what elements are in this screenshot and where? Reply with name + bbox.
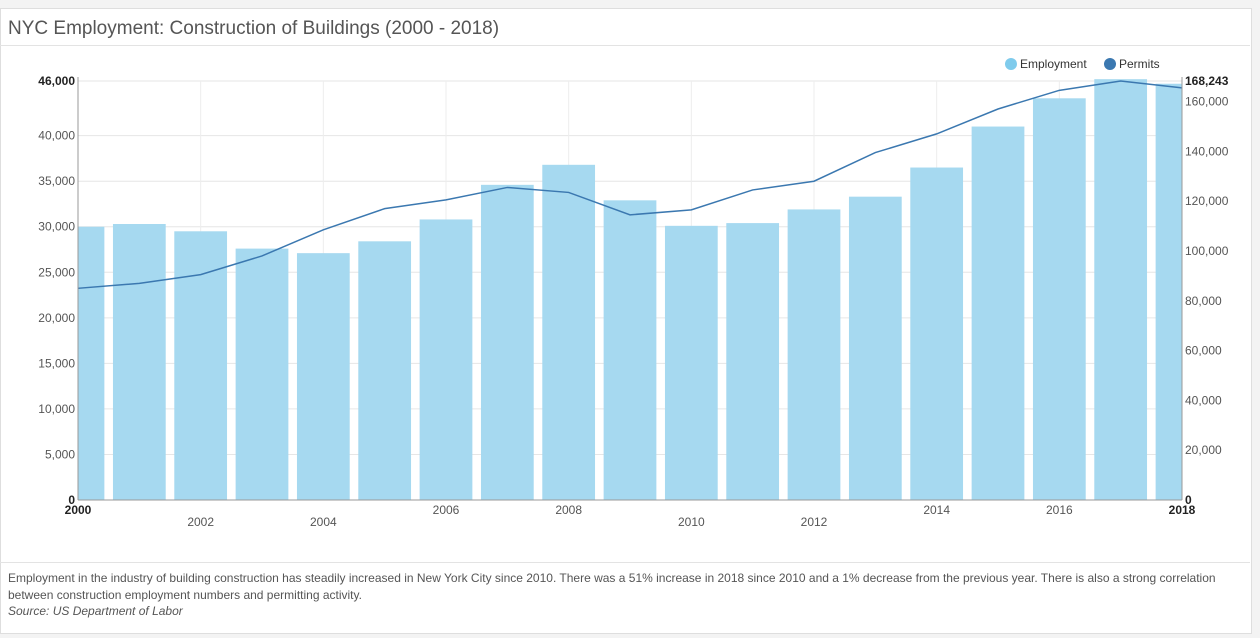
permits-legend-dot xyxy=(1104,58,1116,70)
x-tick-label: 2006 xyxy=(433,503,460,517)
legend-employment[interactable]: Employment xyxy=(1005,57,1087,71)
bar-employment xyxy=(542,164,596,501)
combo-chart: 0 5,000 10,000 15,000 20,000 25,000 30,000 35,0… xyxy=(38,74,1229,529)
bar-employment xyxy=(664,225,718,501)
footer-divider xyxy=(0,562,1250,563)
chart-source: Source: US Department of Labor xyxy=(8,604,183,618)
bar-employment xyxy=(910,167,964,501)
x-tick-label: 2000 xyxy=(65,503,92,517)
employment-legend-dot xyxy=(1005,58,1017,70)
x-tick-label: 2018 xyxy=(1169,503,1196,517)
right-tick-label: 160,000 xyxy=(1185,95,1229,109)
x-tick-label: 2010 xyxy=(678,515,705,529)
right-tick-label: 140,000 xyxy=(1185,144,1229,158)
bar-employment xyxy=(112,224,166,500)
legend-permits[interactable]: Permits xyxy=(1104,57,1160,71)
left-tick-label: 46,000 xyxy=(38,74,75,88)
chart-title: NYC Employment: Construction of Building… xyxy=(8,18,500,39)
left-tick-label: 40,000 xyxy=(38,129,75,143)
x-tick-label: 2004 xyxy=(310,515,337,529)
employment-legend-label: Employment xyxy=(1020,57,1087,71)
line-permits xyxy=(77,80,1183,290)
x-tick-label: 2016 xyxy=(1046,503,1073,517)
right-tick-label: 0 xyxy=(1185,493,1192,507)
left-tick-label: 25,000 xyxy=(38,265,75,279)
left-tick-label: 30,000 xyxy=(38,220,75,234)
title-divider xyxy=(0,45,1250,46)
bar-employment xyxy=(174,231,228,501)
bar-employment xyxy=(1094,79,1148,501)
left-tick-label: 0 xyxy=(68,493,75,507)
right-tick-label: 80,000 xyxy=(1185,294,1222,308)
x-tick-label: 2008 xyxy=(555,503,582,517)
left-tick-label: 35,000 xyxy=(38,174,75,188)
left-tick-label: 15,000 xyxy=(38,356,75,370)
chart-caption: Employment in the industry of building c… xyxy=(8,571,1216,602)
permits-legend-label: Permits xyxy=(1119,57,1160,71)
bar-employment xyxy=(419,219,473,500)
bar-employment xyxy=(296,253,350,500)
right-tick-label: 100,000 xyxy=(1185,244,1229,258)
x-tick-label: 2014 xyxy=(923,503,950,517)
bar-employment xyxy=(1032,98,1086,500)
bar-employment xyxy=(235,248,289,500)
right-tick-label: 60,000 xyxy=(1185,344,1222,358)
bar-employment xyxy=(358,241,412,500)
bar-employment xyxy=(480,184,534,501)
right-tick-label: 40,000 xyxy=(1185,393,1222,407)
bar-employment xyxy=(78,226,105,500)
x-tick-label: 2012 xyxy=(801,515,828,529)
right-tick-label: 120,000 xyxy=(1185,194,1229,208)
bar-employment xyxy=(603,200,657,500)
left-tick-label: 20,000 xyxy=(38,311,75,325)
bar-employment xyxy=(1155,83,1182,500)
bar-employment xyxy=(848,196,902,501)
x-tick-label: 2002 xyxy=(187,515,214,529)
bar-employment xyxy=(971,126,1025,500)
left-tick-label: 10,000 xyxy=(38,402,75,416)
bar-employment xyxy=(726,223,780,501)
left-tick-label: 5,000 xyxy=(45,447,75,461)
bar-employment xyxy=(787,209,841,500)
right-tick-label: 168,243 xyxy=(1185,74,1229,88)
right-tick-label: 20,000 xyxy=(1185,443,1222,457)
